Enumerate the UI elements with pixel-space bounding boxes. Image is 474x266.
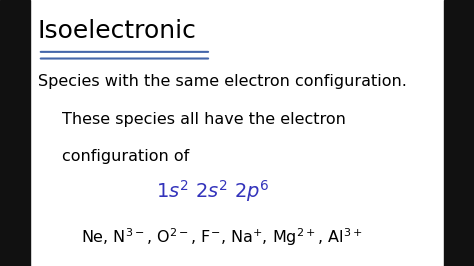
Text: These species all have the electron: These species all have the electron [62,112,346,127]
Text: Species with the same electron configuration.: Species with the same electron configura… [38,74,407,89]
Text: configuration of: configuration of [62,149,189,164]
Text: Ne, N$^{3-}$, O$^{2-}$, F$^{-}$, Na$^{+}$, Mg$^{2+}$, Al$^{3+}$: Ne, N$^{3-}$, O$^{2-}$, F$^{-}$, Na$^{+}… [81,226,362,248]
Text: Isoelectronic: Isoelectronic [38,19,197,43]
Text: $1s^2\ 2s^2\ 2p^6$: $1s^2\ 2s^2\ 2p^6$ [156,178,270,204]
